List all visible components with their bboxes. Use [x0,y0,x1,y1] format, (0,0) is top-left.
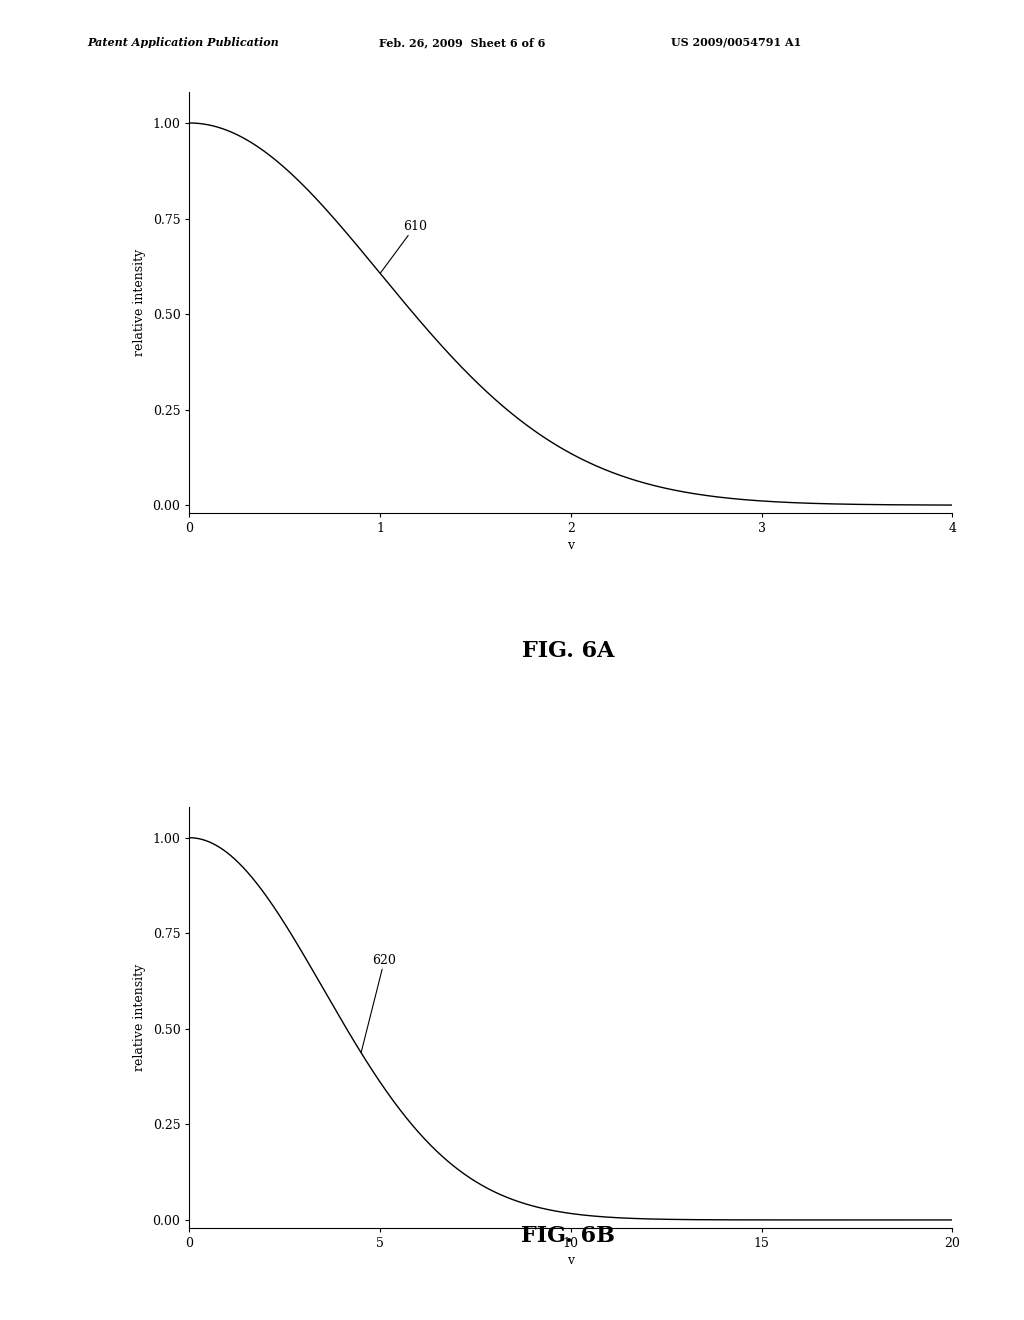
Text: Feb. 26, 2009  Sheet 6 of 6: Feb. 26, 2009 Sheet 6 of 6 [379,37,545,48]
Text: US 2009/0054791 A1: US 2009/0054791 A1 [671,37,801,48]
Text: FIG. 6A: FIG. 6A [522,640,614,663]
Y-axis label: relative intensity: relative intensity [132,964,145,1071]
X-axis label: v: v [567,1254,574,1267]
Text: FIG. 6B: FIG. 6B [521,1225,615,1247]
Text: Patent Application Publication: Patent Application Publication [87,37,279,48]
Text: 610: 610 [380,219,427,273]
Text: 620: 620 [361,953,396,1053]
Y-axis label: relative intensity: relative intensity [132,249,145,356]
X-axis label: v: v [567,539,574,552]
